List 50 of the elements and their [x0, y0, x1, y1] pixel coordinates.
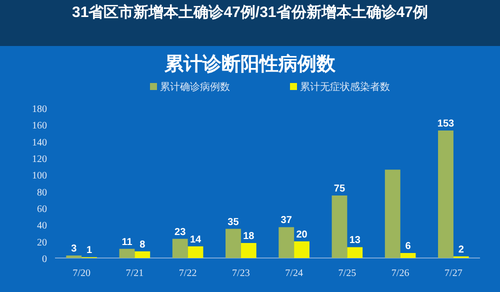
data-label: 75 — [334, 184, 346, 194]
y-tick-label: 20 — [37, 237, 47, 248]
bar — [347, 247, 363, 258]
data-label: 153 — [437, 118, 455, 130]
data-label: 8 — [140, 239, 146, 250]
bar — [332, 196, 348, 258]
data-label: 11 — [122, 236, 133, 248]
x-tick-label: 7/22 — [178, 268, 197, 279]
bar — [384, 170, 400, 258]
bar — [278, 227, 294, 258]
bar — [119, 248, 135, 258]
data-label: 13 — [349, 235, 361, 246]
bar — [294, 241, 310, 258]
x-tick-label: 7/26 — [391, 268, 410, 279]
y-tick-label: 120 — [32, 154, 47, 165]
data-label: 2 — [458, 244, 464, 256]
data-label: 20 — [296, 229, 308, 240]
x-tick-label: 7/25 — [338, 268, 356, 279]
bar — [240, 243, 256, 258]
y-tick-label: 40 — [37, 220, 47, 232]
bar — [438, 130, 454, 258]
data-label: 37 — [280, 215, 292, 226]
y-tick-label: 80 — [37, 187, 47, 198]
data-label: 3 — [71, 244, 78, 254]
legend-label: 累计确诊病例数 — [160, 81, 230, 93]
data-label: 23 — [174, 226, 186, 238]
data-label: 1 — [86, 245, 92, 256]
bar — [134, 251, 150, 258]
chart-title: 累计诊断阳性病例数 — [164, 53, 336, 75]
data-label: 18 — [243, 231, 255, 242]
data-label: 14 — [190, 234, 202, 246]
data-label: 35 — [228, 216, 240, 228]
x-tick-label: 7/27 — [444, 268, 462, 279]
y-tick-label: 100 — [32, 170, 47, 182]
bar — [188, 246, 204, 258]
bar — [400, 253, 416, 258]
x-tick-label: 7/23 — [232, 268, 250, 279]
x-tick-label: 7/24 — [285, 268, 303, 279]
legend-label: 累计无症状感染者数 — [300, 81, 390, 93]
y-tick-label: 160 — [32, 120, 47, 132]
y-tick-label: 0 — [42, 254, 47, 265]
y-tick-label: 140 — [32, 137, 47, 148]
x-tick-label: 7/20 — [72, 268, 90, 279]
x-tick-label: 7/21 — [126, 268, 144, 279]
y-tick-label: 60 — [37, 204, 47, 215]
bar — [172, 238, 188, 258]
y-tick-label: 180 — [32, 104, 47, 115]
data-label: 6 — [405, 241, 412, 252]
bar — [226, 228, 241, 258]
text: 31省区市新增本土确诊47例/31省份新增本土确诊47例 — [0, 0, 500, 46]
